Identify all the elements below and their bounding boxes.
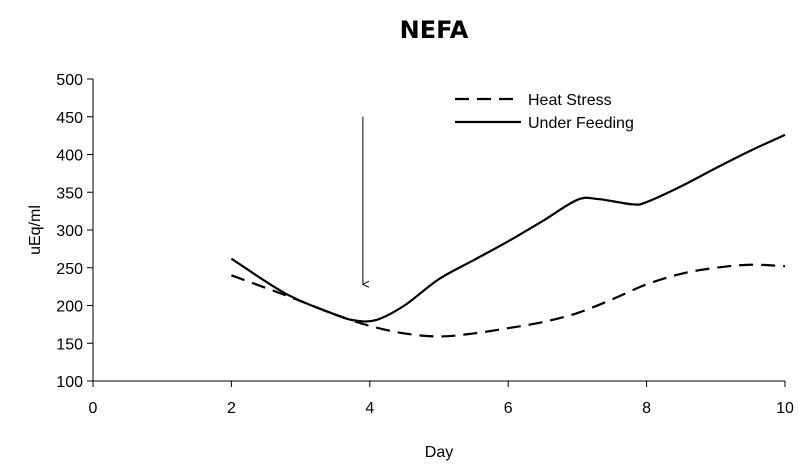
y-tick-label: 250 bbox=[56, 261, 83, 278]
x-tick-label: 4 bbox=[365, 400, 374, 417]
legend-label-heat-stress: Heat Stress bbox=[528, 92, 612, 109]
y-tick-label: 150 bbox=[56, 336, 83, 353]
y-tick-label: 400 bbox=[56, 148, 83, 165]
x-tick-label: 6 bbox=[504, 400, 513, 417]
y-axis-label: uEq/ml bbox=[27, 205, 44, 255]
y-tick-label: 500 bbox=[56, 72, 83, 89]
y-axis: 100 150 200 250 300 350 400 450 500 bbox=[56, 72, 94, 391]
x-tick-label: 0 bbox=[89, 400, 98, 417]
y-tick-label: 350 bbox=[56, 185, 83, 202]
series-lines bbox=[230, 133, 786, 338]
legend: Heat Stress Under Feeding bbox=[455, 92, 634, 132]
legend-label-under-feeding: Under Feeding bbox=[528, 115, 634, 132]
series-line-heat-stress bbox=[231, 263, 786, 338]
x-axis-label: Day bbox=[425, 444, 453, 461]
x-axis: 0 2 4 6 8 10 bbox=[89, 380, 794, 417]
series-line-under-feeding bbox=[230, 133, 786, 323]
x-tick-label: 2 bbox=[227, 400, 236, 417]
y-tick-label: 450 bbox=[56, 110, 83, 127]
y-tick-label: 100 bbox=[56, 374, 83, 391]
x-tick-label: 10 bbox=[776, 400, 794, 417]
chart-title: NEFA bbox=[400, 16, 469, 44]
x-tick-label: 8 bbox=[642, 400, 651, 417]
y-tick-label: 300 bbox=[56, 223, 83, 240]
y-tick-label: 200 bbox=[56, 299, 83, 316]
